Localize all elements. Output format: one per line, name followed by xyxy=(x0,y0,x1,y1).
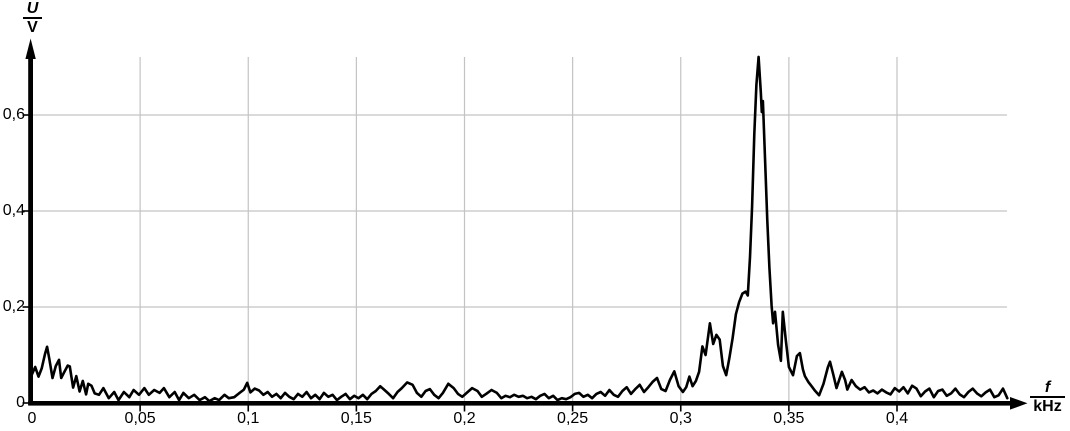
x-tick-label: 0,05 xyxy=(124,410,156,427)
y-axis-arrowhead xyxy=(25,38,36,59)
x-tick-label: 0,4 xyxy=(885,410,909,427)
x-axis-label: f kHz xyxy=(1030,380,1065,415)
y-axis-line xyxy=(28,51,33,405)
spectrum-curve xyxy=(30,55,1009,403)
x-axis-arrowhead xyxy=(1010,397,1028,410)
x-axis-denominator: kHz xyxy=(1033,398,1062,415)
y-tick-label: 0,4 xyxy=(2,202,25,219)
y-tick-label: 0 xyxy=(16,394,25,411)
x-tick-label: 0,2 xyxy=(453,410,476,427)
x-tick-label: 0,1 xyxy=(237,410,260,427)
x-tick-label: 0,35 xyxy=(773,410,805,427)
x-tick-label: 0 xyxy=(27,410,37,427)
y-axis-numerator: U xyxy=(23,1,42,19)
grid-layer xyxy=(33,57,1007,402)
y-tick-label: 0,2 xyxy=(2,298,25,315)
y-axis-denominator: V xyxy=(27,19,38,36)
x-tick-label: 0,15 xyxy=(340,410,372,427)
axes-layer xyxy=(22,38,1028,412)
y-axis-label: U V xyxy=(23,1,42,36)
x-tick-label: 0,25 xyxy=(557,410,589,427)
x-tick-label: 0,3 xyxy=(669,410,692,427)
x-axis-line xyxy=(28,401,1013,406)
curve-layer xyxy=(30,55,1009,403)
x-axis-numerator: f xyxy=(1030,380,1065,398)
y-tick-label: 0,6 xyxy=(2,106,25,123)
